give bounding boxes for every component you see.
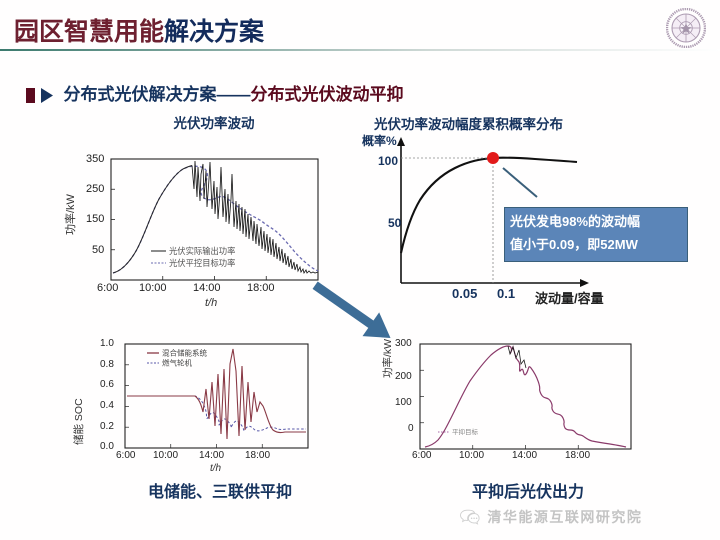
svg-text:混合储能系统: 混合储能系统 bbox=[162, 348, 207, 358]
svg-text:光伏实际输出功率: 光伏实际输出功率 bbox=[169, 246, 235, 256]
svg-text:平抑目标: 平抑目标 bbox=[452, 427, 479, 436]
svg-text:燃气轮机: 燃气轮机 bbox=[162, 358, 192, 368]
svg-text:光伏平控目标功率: 光伏平控目标功率 bbox=[169, 258, 235, 268]
